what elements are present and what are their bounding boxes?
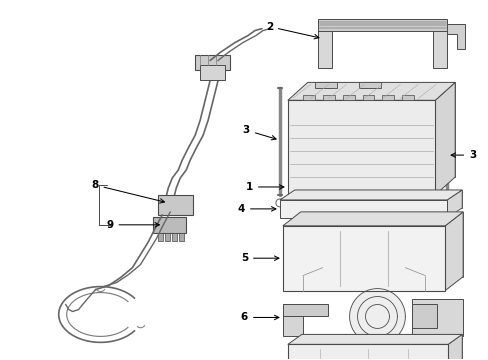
Text: 6: 6: [240, 312, 278, 323]
Text: 3: 3: [450, 150, 475, 160]
Polygon shape: [153, 217, 186, 233]
Polygon shape: [447, 24, 464, 49]
Polygon shape: [279, 190, 461, 200]
Polygon shape: [314, 82, 336, 88]
Polygon shape: [307, 82, 454, 177]
Polygon shape: [447, 334, 461, 360]
Polygon shape: [434, 82, 454, 195]
Polygon shape: [411, 298, 462, 336]
Polygon shape: [447, 190, 461, 218]
Polygon shape: [302, 95, 314, 100]
Polygon shape: [179, 233, 184, 241]
Polygon shape: [282, 226, 444, 291]
Polygon shape: [317, 19, 447, 31]
Polygon shape: [200, 66, 224, 80]
Polygon shape: [317, 28, 331, 68]
Text: 7: 7: [0, 359, 1, 360]
Polygon shape: [322, 95, 334, 100]
Polygon shape: [402, 95, 413, 100]
Text: 3: 3: [242, 125, 276, 140]
Polygon shape: [158, 195, 193, 215]
Polygon shape: [300, 212, 462, 276]
Polygon shape: [382, 95, 394, 100]
Polygon shape: [287, 345, 447, 360]
Polygon shape: [287, 334, 461, 345]
Polygon shape: [360, 82, 379, 88]
Polygon shape: [279, 200, 447, 218]
Polygon shape: [158, 233, 163, 241]
Polygon shape: [195, 55, 229, 71]
Polygon shape: [287, 100, 434, 195]
Polygon shape: [172, 233, 177, 241]
Polygon shape: [316, 82, 335, 88]
Polygon shape: [294, 190, 461, 208]
Polygon shape: [287, 82, 454, 100]
Text: 1: 1: [245, 182, 284, 192]
Polygon shape: [349, 289, 405, 345]
Polygon shape: [411, 303, 436, 328]
Polygon shape: [432, 28, 447, 68]
Polygon shape: [282, 303, 302, 336]
Polygon shape: [444, 212, 462, 291]
Polygon shape: [342, 95, 354, 100]
Polygon shape: [362, 95, 374, 100]
Polygon shape: [282, 212, 462, 226]
Polygon shape: [358, 82, 380, 88]
Text: 5: 5: [240, 253, 278, 263]
Polygon shape: [301, 334, 461, 360]
Text: 8: 8: [91, 180, 164, 203]
Polygon shape: [165, 233, 170, 241]
Text: 9: 9: [106, 220, 159, 230]
Text: 2: 2: [265, 22, 318, 39]
Text: 4: 4: [237, 204, 275, 214]
Polygon shape: [282, 303, 327, 316]
